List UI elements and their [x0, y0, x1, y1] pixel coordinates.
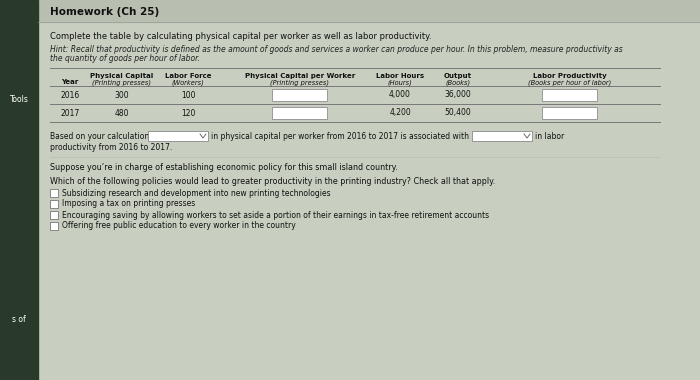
Text: 300: 300 [115, 90, 130, 100]
Text: Homework (Ch 25): Homework (Ch 25) [50, 7, 160, 17]
Text: Labor Hours: Labor Hours [376, 73, 424, 79]
Text: Labor Productivity: Labor Productivity [533, 73, 607, 79]
Bar [148, 131, 208, 141]
Text: Labor Force: Labor Force [164, 73, 211, 79]
Text: Complete the table by calculating physical capital per worker as well as labor p: Complete the table by calculating physic… [50, 32, 431, 41]
Text: (Printing presses): (Printing presses) [92, 79, 151, 86]
Bar [542, 89, 597, 101]
Text: 36,000: 36,000 [444, 90, 471, 100]
Text: 100: 100 [181, 90, 195, 100]
Bar [472, 131, 532, 141]
Text: Encouraging saving by allowing workers to set aside a portion of their earnings : Encouraging saving by allowing workers t… [62, 211, 489, 220]
Text: the quantity of goods per hour of labor.: the quantity of goods per hour of labor. [50, 54, 200, 63]
Bar [50, 200, 58, 208]
Bar [50, 189, 58, 197]
Text: productivity from 2016 to 2017.: productivity from 2016 to 2017. [50, 143, 172, 152]
Text: 4,200: 4,200 [389, 109, 411, 117]
Text: Output: Output [444, 73, 472, 79]
Text: Hint: Recall that productivity is defined as the amount of goods and services a : Hint: Recall that productivity is define… [50, 45, 623, 54]
Text: Physical Capital: Physical Capital [90, 73, 153, 79]
Text: Offering free public education to every worker in the country: Offering free public education to every … [62, 222, 295, 231]
Text: (Books per hour of labor): (Books per hour of labor) [528, 79, 612, 86]
Text: 480: 480 [115, 109, 130, 117]
Text: Physical Capital per Worker: Physical Capital per Worker [245, 73, 355, 79]
Text: in labor: in labor [535, 132, 564, 141]
Bar [50, 211, 58, 219]
Text: (Books): (Books) [445, 79, 470, 86]
Text: Imposing a tax on printing presses: Imposing a tax on printing presses [62, 200, 195, 209]
Bar [0, 0, 38, 380]
Text: Subsidizing research and development into new printing technologies: Subsidizing research and development int… [62, 188, 330, 198]
Text: (Hours): (Hours) [388, 79, 412, 86]
Bar [50, 222, 58, 230]
Text: s of: s of [12, 315, 26, 325]
Text: (Printing presses): (Printing presses) [270, 79, 330, 86]
Text: 120: 120 [181, 109, 195, 117]
Bar [272, 107, 327, 119]
Text: Suppose you’re in charge of establishing economic policy for this small island c: Suppose you’re in charge of establishing… [50, 163, 398, 172]
Text: (Workers): (Workers) [172, 79, 204, 86]
Text: Tools: Tools [10, 95, 29, 104]
Bar [542, 107, 597, 119]
Text: 2017: 2017 [60, 109, 80, 117]
Bar [38, 0, 700, 22]
Text: in physical capital per worker from 2016 to 2017 is associated with: in physical capital per worker from 2016… [211, 132, 469, 141]
Text: Based on your calculations,: Based on your calculations, [50, 132, 155, 141]
Bar [272, 89, 327, 101]
Text: 2016: 2016 [60, 90, 80, 100]
Text: 4,000: 4,000 [389, 90, 411, 100]
Text: Year: Year [62, 79, 78, 85]
Text: Which of the following policies would lead to greater productivity in the printi: Which of the following policies would le… [50, 177, 496, 186]
Text: 50,400: 50,400 [444, 109, 471, 117]
